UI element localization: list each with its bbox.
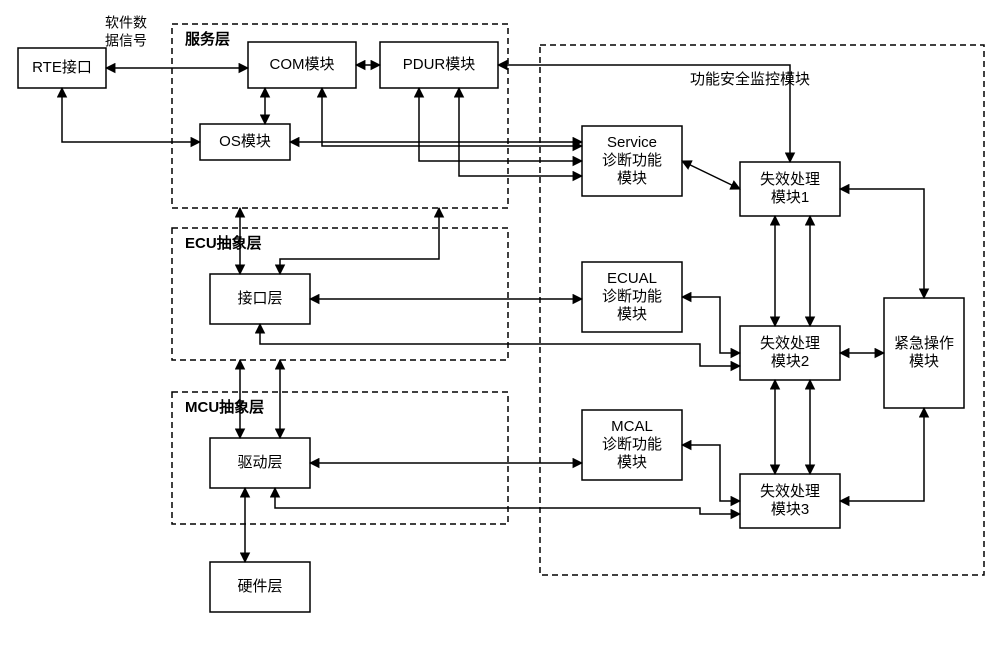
- fail3-emop: [840, 408, 924, 501]
- fail-handler-2-label-1: 模块2: [771, 353, 809, 370]
- pdur-svcdiag-1: [419, 88, 582, 161]
- interface-layer-label: 接口层: [237, 290, 282, 307]
- pdur-svcdiag-2: [459, 88, 582, 176]
- service-diag-label-0: Service: [607, 134, 657, 151]
- service-layer-title: 服务层: [185, 30, 230, 48]
- com-module-label: COM模块: [270, 56, 335, 73]
- os-module-label: OS模块: [219, 133, 271, 150]
- fail-handler-1-label-0: 失效处理: [760, 171, 820, 188]
- top-note-2: 据信号: [105, 33, 147, 49]
- svcdiag-fail1: [682, 161, 740, 189]
- fail-handler-3-label-1: 模块3: [771, 501, 809, 518]
- pdur-module-label: PDUR模块: [403, 56, 476, 73]
- com-svcdiag: [322, 88, 582, 146]
- fail-handler-1-label-1: 模块1: [771, 189, 809, 206]
- emergency-op-label-1: 模块: [909, 353, 939, 370]
- fail-handler-3-label-0: 失效处理: [760, 483, 820, 500]
- rte-os: [62, 88, 200, 142]
- service-diag-label-2: 模块: [617, 170, 647, 187]
- ecu-layer-title: ECU抽象层: [185, 234, 262, 252]
- mcal-fail3: [682, 445, 740, 501]
- ecual-diag-label-1: 诊断功能: [602, 288, 662, 305]
- fail1-emop: [840, 189, 924, 298]
- mcu-layer-title: MCU抽象层: [185, 398, 264, 416]
- fail-handler-2-label-0: 失效处理: [760, 335, 820, 352]
- node-boxes: [18, 42, 964, 612]
- rte-interface-label: RTE接口: [32, 59, 92, 76]
- top-note-1: 软件数: [105, 15, 147, 31]
- ecual-diag-label-0: ECUAL: [607, 270, 657, 287]
- mcal-diag-label-2: 模块: [617, 454, 647, 471]
- svc-iflayer-2: [280, 208, 439, 274]
- architecture-diagram: 软件数据信号 服务层 ECU抽象层 MCU抽象层 功能安全监控模块 RTE接口 COM模块 P…: [0, 0, 1000, 645]
- mcal-diag-label-1: 诊断功能: [602, 436, 662, 453]
- mcal-diag-label-0: MCAL: [611, 418, 653, 435]
- hardware-layer-label: 硬件层: [237, 578, 282, 595]
- service-diag-label-1: 诊断功能: [602, 152, 662, 169]
- driver-layer-label: 驱动层: [237, 454, 282, 471]
- fsm-title: 功能安全监控模块: [690, 70, 810, 88]
- ecual-diag-label-2: 模块: [617, 306, 647, 323]
- emergency-op-label-0: 紧急操作: [894, 335, 954, 352]
